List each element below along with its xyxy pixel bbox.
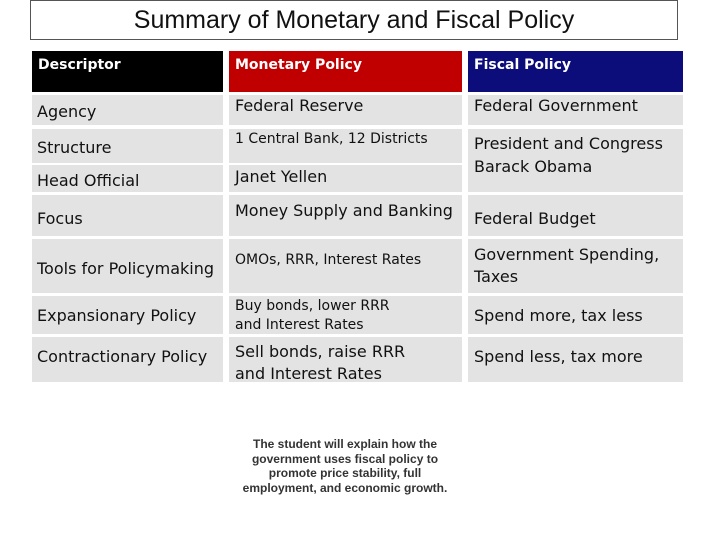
header-descriptor: Descriptor — [32, 51, 223, 92]
row-agency-fiscal: Federal Government — [468, 95, 683, 125]
row-head-official-label: Head Official — [32, 165, 223, 192]
row-tools-fiscal: Government Spending, Taxes — [468, 239, 683, 293]
expansionary-monetary-line2: and Interest Rates — [235, 316, 364, 333]
row-contractionary-label: Contractionary Policy — [32, 337, 223, 382]
page-title: Summary of Monetary and Fiscal Policy — [30, 0, 678, 40]
row-contractionary-monetary: Sell bonds, raise RRR and Interest Rates — [229, 337, 462, 383]
fiscal-head-official-text: Barack Obama — [474, 157, 593, 177]
tools-fiscal-line1: Government Spending, — [474, 245, 660, 264]
row-expansionary-fiscal: Spend more, tax less — [468, 296, 683, 334]
row-structure-head-fiscal: President and Congress Barack Obama — [468, 129, 683, 192]
fiscal-structure-text: President and Congress — [474, 134, 663, 153]
row-expansionary-monetary: Buy bonds, lower RRR and Interest Rates — [229, 296, 462, 334]
header-monetary-policy: Monetary Policy — [229, 51, 462, 92]
row-tools-monetary: OMOs, RRR, Interest Rates — [229, 239, 462, 293]
row-agency-label: Agency — [32, 95, 223, 125]
contractionary-monetary-line2: and Interest Rates — [235, 363, 382, 383]
expansionary-monetary-line1: Buy bonds, lower RRR — [235, 298, 390, 314]
row-head-official-monetary: Janet Yellen — [229, 165, 462, 192]
contractionary-monetary-line1: Sell bonds, raise RRR — [235, 342, 406, 361]
row-expansionary-label: Expansionary Policy — [32, 296, 223, 334]
row-focus-label: Focus — [32, 195, 223, 236]
standard-caption: The student will explain how the governm… — [242, 437, 448, 495]
header-fiscal-policy: Fiscal Policy — [468, 51, 683, 92]
row-tools-label: Tools for Policymaking — [32, 239, 223, 293]
row-contractionary-fiscal: Spend less, tax more — [468, 337, 683, 382]
row-focus-monetary: Money Supply and Banking — [229, 195, 462, 236]
row-structure-label: Structure — [32, 129, 223, 163]
row-focus-fiscal: Federal Budget — [468, 195, 683, 236]
tools-fiscal-line2: Taxes — [474, 266, 519, 286]
row-agency-monetary: Federal Reserve — [229, 95, 462, 125]
row-structure-monetary: 1 Central Bank, 12 Districts — [229, 129, 462, 163]
